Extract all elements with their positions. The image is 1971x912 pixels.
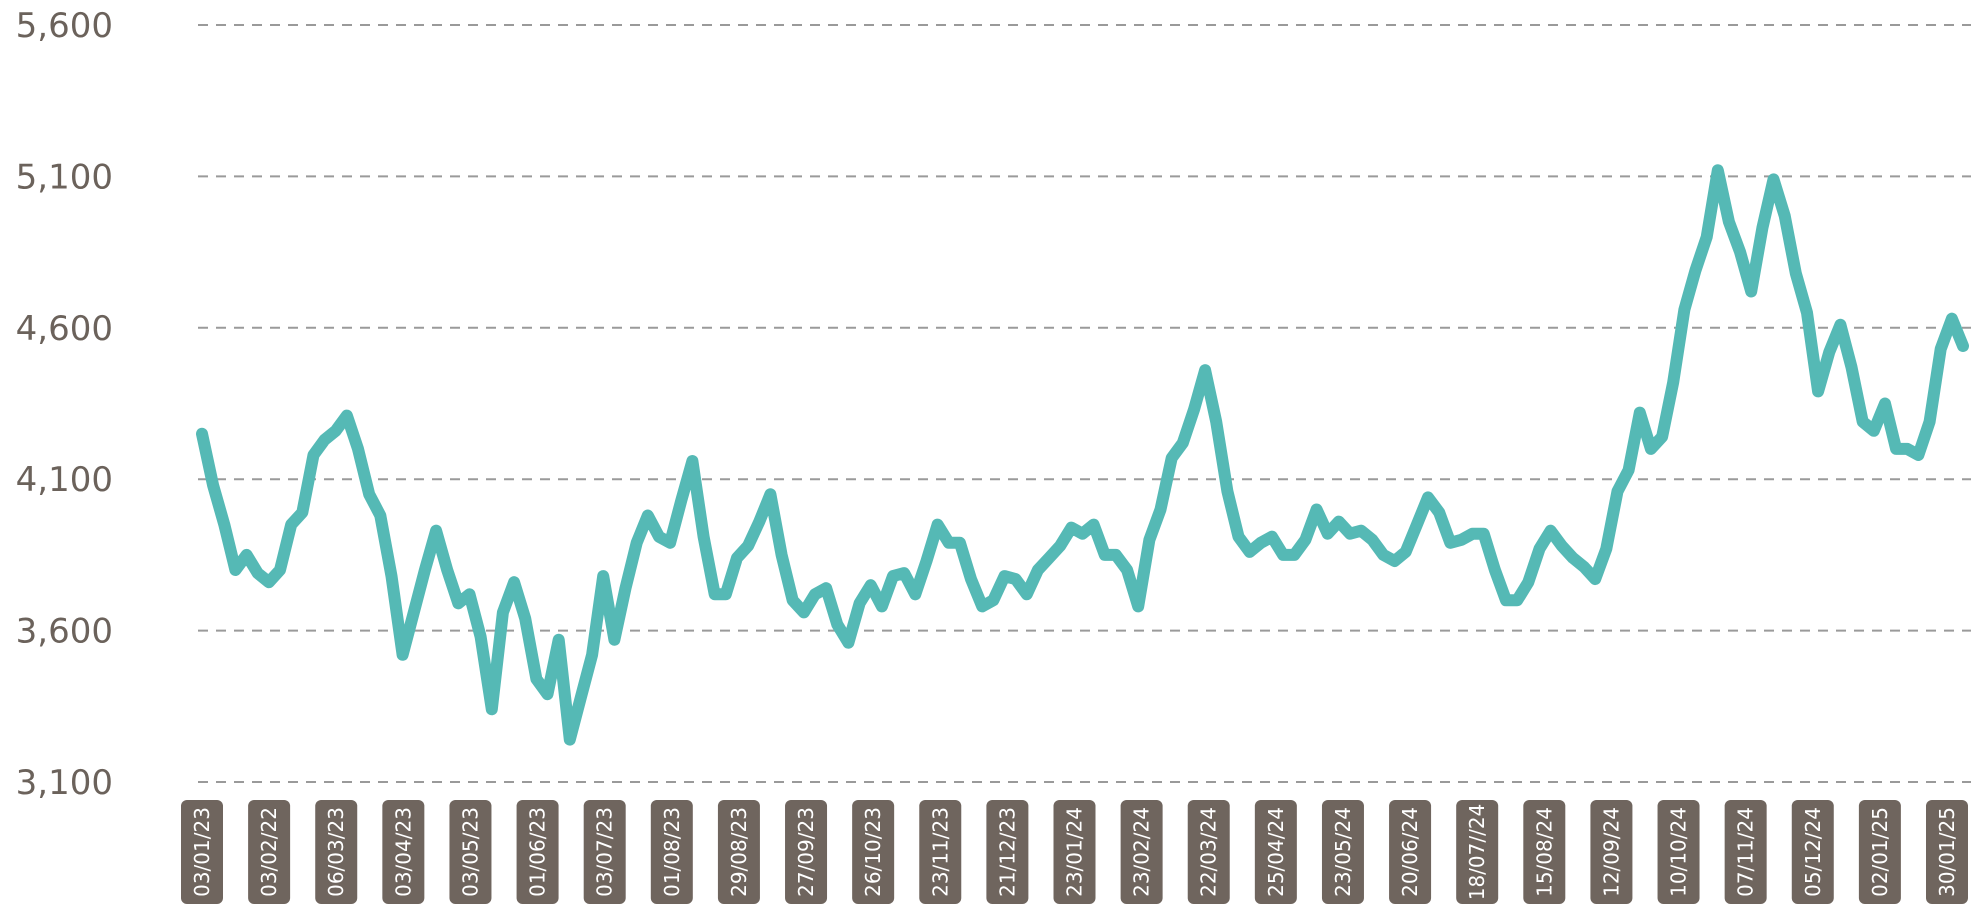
x-tick-label: 02/01/25 xyxy=(1868,807,1892,897)
x-tick-pill xyxy=(1053,800,1096,904)
x-tick-pill xyxy=(1926,800,1968,904)
x-tick: 30/01/25 xyxy=(1926,800,1968,904)
x-tick-pill xyxy=(1858,800,1901,904)
x-tick: 29/08/23 xyxy=(717,800,760,904)
x-tick-label: 27/09/23 xyxy=(794,807,818,897)
x-tick-label: 15/08/24 xyxy=(1532,807,1556,897)
y-tick-label: 4,100 xyxy=(16,460,113,500)
x-tick-label: 26/10/23 xyxy=(861,807,885,897)
x-tick: 23/11/23 xyxy=(919,800,962,904)
x-tick: 03/07/23 xyxy=(583,800,626,904)
x-tick-pill xyxy=(1254,800,1297,904)
x-tick-label: 23/05/24 xyxy=(1331,807,1355,897)
x-tick: 12/09/24 xyxy=(1590,800,1633,904)
x-tick: 01/08/23 xyxy=(650,800,693,904)
x-tick-pill xyxy=(650,800,693,904)
x-tick-label: 23/01/24 xyxy=(1063,807,1087,897)
x-tick-pill xyxy=(181,800,223,904)
x-tick: 03/05/23 xyxy=(449,800,492,904)
x-tick: 21/12/23 xyxy=(986,800,1029,904)
x-tick-pill xyxy=(1187,800,1230,904)
x-tick-label: 23/11/23 xyxy=(928,807,952,897)
x-tick: 15/08/24 xyxy=(1523,800,1566,904)
y-tick-label: 3,100 xyxy=(16,763,113,803)
x-tick-label: 30/01/25 xyxy=(1935,807,1959,897)
x-tick-pill xyxy=(986,800,1029,904)
x-tick: 03/02/22 xyxy=(248,800,291,904)
x-tick-pill xyxy=(583,800,626,904)
x-tick-label: 03/07/23 xyxy=(593,807,617,897)
x-tick-label: 03/04/23 xyxy=(391,807,415,897)
y-tick-label: 3,600 xyxy=(16,612,113,652)
y-tick-label: 5,100 xyxy=(16,157,113,197)
x-tick-label: 01/08/23 xyxy=(660,807,684,897)
x-axis-labels: 03/01/23 03/02/22 06/03/23 03/04/23 03/05/23… xyxy=(181,800,1968,904)
x-tick-pill xyxy=(1657,800,1700,904)
x-tick: 20/06/24 xyxy=(1389,800,1432,904)
x-tick-label: 18/07//24 xyxy=(1465,804,1489,901)
x-tick-pill xyxy=(248,800,291,904)
x-tick-pill xyxy=(852,800,895,904)
x-tick: 06/03/23 xyxy=(315,800,358,904)
x-tick-label: 23/02/24 xyxy=(1130,807,1154,897)
x-tick-pill xyxy=(1456,800,1499,904)
series-line xyxy=(196,164,1969,746)
x-tick-label: 05/12/24 xyxy=(1801,807,1825,897)
x-tick-pill xyxy=(1523,800,1566,904)
y-axis-labels: 3,100 3,600 4,100 4,600 5,100 5,600 xyxy=(16,6,113,803)
x-tick: 05/12/24 xyxy=(1791,800,1834,904)
x-tick: 23/05/24 xyxy=(1321,800,1364,904)
x-tick: 23/02/24 xyxy=(1120,800,1163,904)
x-tick-pill xyxy=(717,800,760,904)
x-tick-label: 25/04/24 xyxy=(1264,807,1288,897)
x-tick-pill xyxy=(516,800,559,904)
x-tick-label: 29/08/23 xyxy=(727,807,751,897)
x-tick: 23/01/24 xyxy=(1053,800,1096,904)
x-tick-pill xyxy=(1590,800,1633,904)
x-tick: 02/01/25 xyxy=(1858,800,1901,904)
grid-lines xyxy=(198,24,1971,783)
x-tick-pill xyxy=(1389,800,1432,904)
x-tick-pill xyxy=(785,800,828,904)
x-tick: 27/09/23 xyxy=(785,800,828,904)
x-tick: 26/10/23 xyxy=(852,800,895,904)
x-tick-pill xyxy=(919,800,962,904)
x-tick-label: 03/02/22 xyxy=(257,807,281,897)
x-tick-pill xyxy=(1724,800,1767,904)
x-tick: 22/03/24 xyxy=(1187,800,1230,904)
x-tick: 18/07//24 xyxy=(1456,800,1499,904)
x-tick-label: 10/10/24 xyxy=(1667,807,1691,897)
y-tick-label: 4,600 xyxy=(16,309,113,349)
x-tick-pill xyxy=(1321,800,1364,904)
x-tick-label: 12/09/24 xyxy=(1599,807,1623,897)
x-tick: 01/06/23 xyxy=(516,800,559,904)
y-tick-label: 5,600 xyxy=(16,6,113,46)
x-tick: 25/04/24 xyxy=(1254,800,1297,904)
x-tick: 03/01/23 xyxy=(181,800,223,904)
x-tick-label: 07/11/24 xyxy=(1734,807,1758,897)
x-tick-pill xyxy=(382,800,425,904)
x-tick-pill xyxy=(1791,800,1834,904)
x-tick-label: 01/06/23 xyxy=(526,807,550,897)
x-tick-label: 03/01/23 xyxy=(190,807,214,897)
x-tick-label: 03/05/23 xyxy=(458,807,482,897)
x-tick-pill xyxy=(1120,800,1163,904)
x-tick: 10/10/24 xyxy=(1657,800,1700,904)
x-tick: 07/11/24 xyxy=(1724,800,1767,904)
x-tick-label: 06/03/23 xyxy=(324,807,348,897)
series-layer xyxy=(196,164,1969,746)
x-tick: 03/04/23 xyxy=(382,800,425,904)
x-tick-label: 21/12/23 xyxy=(995,807,1019,897)
x-tick-label: 20/06/24 xyxy=(1398,807,1422,897)
x-tick-pill xyxy=(315,800,358,904)
x-tick-pill xyxy=(449,800,492,904)
x-tick-label: 22/03/24 xyxy=(1197,807,1221,897)
